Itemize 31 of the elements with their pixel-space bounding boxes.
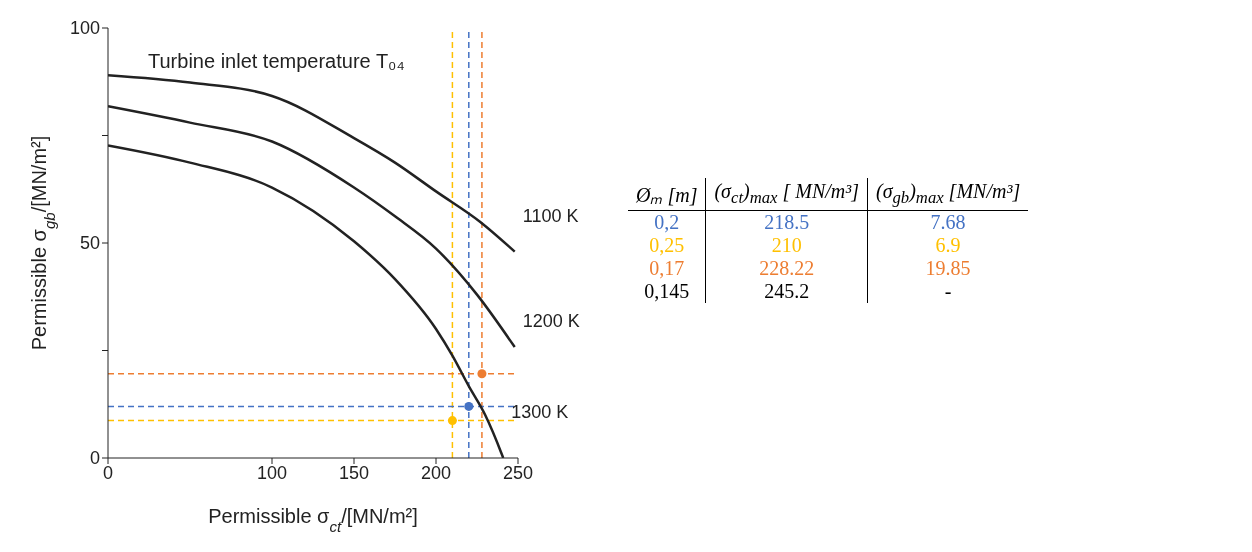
text: 0,25 bbox=[649, 234, 685, 256]
x-tick-label: 250 bbox=[502, 462, 534, 483]
y-tick-label: 0 bbox=[89, 448, 100, 469]
text: 6.9 bbox=[935, 234, 961, 256]
category-label: (σ$_{ct}$)$_{max}$ [ MN/m³] bbox=[705, 178, 868, 211]
y-tick-label: 100 bbox=[69, 18, 100, 39]
text: 228.22 bbox=[759, 257, 815, 279]
text: 245.2 bbox=[764, 280, 810, 302]
text: 0,2 bbox=[654, 211, 680, 233]
text: 7.68 bbox=[930, 211, 966, 233]
y-tick-label: 50 bbox=[79, 233, 100, 254]
series-label: 1300 K bbox=[511, 402, 569, 422]
text: 218.5 bbox=[764, 211, 810, 233]
text: 0,145 bbox=[644, 280, 690, 302]
series-label: 1100 K bbox=[522, 205, 579, 226]
point bbox=[447, 416, 457, 426]
text: 0,17 bbox=[649, 257, 685, 279]
x-tick-label: 100 bbox=[256, 462, 288, 483]
text: 19.85 bbox=[925, 257, 971, 279]
text: - bbox=[944, 280, 952, 302]
point bbox=[464, 401, 474, 411]
text: Turbine inlet temperature T₀₄ bbox=[148, 50, 405, 72]
category-label: Øₘ [m] bbox=[628, 178, 706, 211]
x-tick-label: 0 bbox=[102, 462, 114, 483]
text: 210 bbox=[771, 234, 802, 256]
point bbox=[477, 369, 487, 379]
x-axis-title: Permissible σ$_{ct}$/[MN/m²] bbox=[208, 505, 418, 535]
series-label: 1200 K bbox=[522, 311, 580, 332]
x-tick-label: 150 bbox=[338, 462, 370, 483]
x-tick-label: 200 bbox=[420, 462, 452, 483]
category-label: (σ$_{gb}$)$_{max}$ [MN/m³] bbox=[867, 178, 1029, 211]
